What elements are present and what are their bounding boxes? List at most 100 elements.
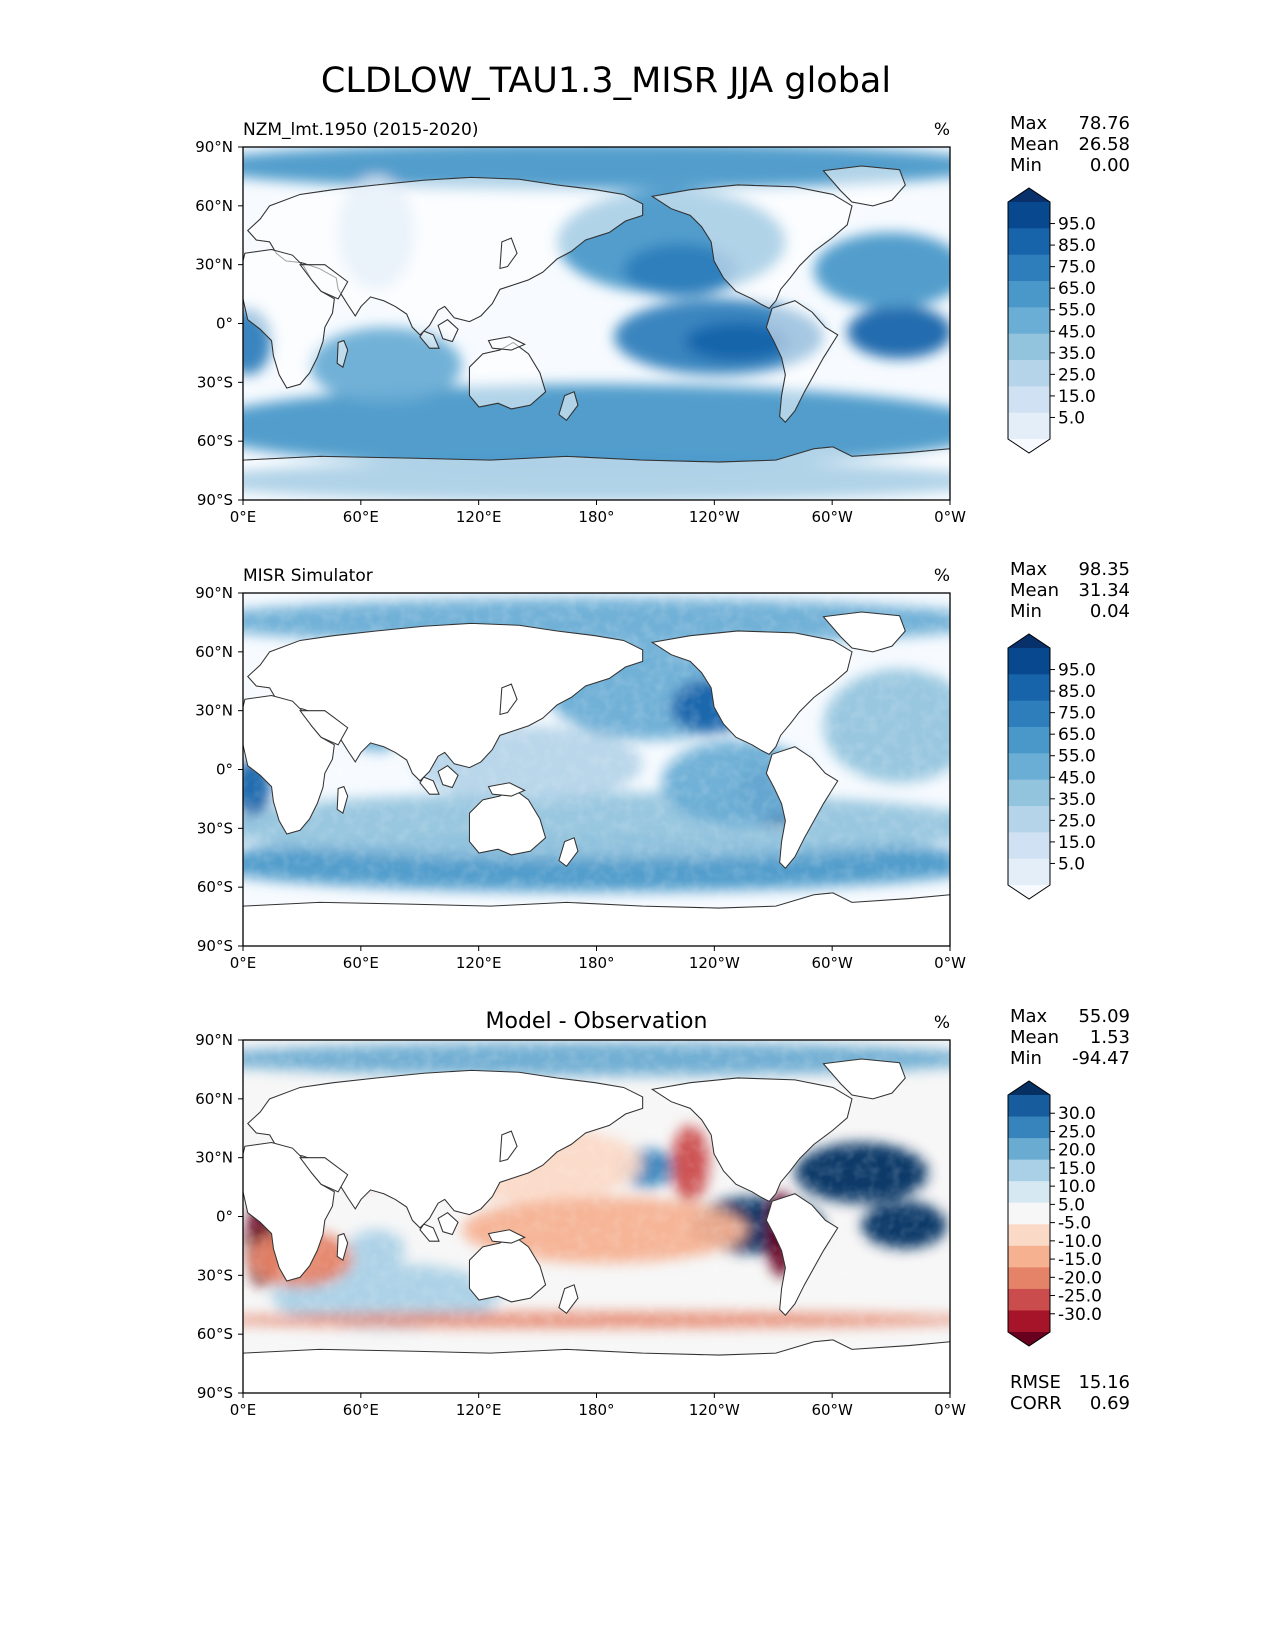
colorbar-tick-label: 35.0 xyxy=(1058,790,1096,810)
stat-value: 55.09 xyxy=(1078,1006,1130,1027)
lat-tick-label: 0° xyxy=(216,1208,233,1226)
lon-tick-label: 180° xyxy=(578,508,614,526)
colorbar-swatch xyxy=(1008,858,1050,886)
field-blob xyxy=(309,327,462,404)
panel-subtitle: NZM_lmt.1950 (2015-2020) xyxy=(243,120,478,140)
colorbar-tick-label: 15.0 xyxy=(1058,833,1096,853)
stat-label: Min xyxy=(1010,601,1042,622)
colorbar-tick-label: 95.0 xyxy=(1058,661,1096,681)
field-blob xyxy=(847,305,950,359)
figure-title: CLDLOW_TAU1.3_MISR JJA global xyxy=(321,61,891,101)
lat-tick-label: 0° xyxy=(216,315,233,333)
colorbar-swatch xyxy=(1008,281,1050,308)
colorbar-swatch xyxy=(1008,412,1050,440)
colorbar-swatch xyxy=(1008,1288,1050,1311)
lat-tick-label: 90°N xyxy=(195,584,233,602)
colorbar-tick-label: 65.0 xyxy=(1058,279,1096,299)
colorbar-tick-label: 45.0 xyxy=(1058,768,1096,788)
stat-value: 26.58 xyxy=(1078,134,1130,155)
colorbar-tick-label: 65.0 xyxy=(1058,725,1096,745)
lat-tick-label: 90°S xyxy=(197,1384,233,1402)
lat-tick-label: 30°S xyxy=(197,819,233,837)
colorbar-tick-label: 25.0 xyxy=(1058,811,1096,831)
stat-label: Max xyxy=(1010,113,1048,134)
colorbar-tick-label: 20.0 xyxy=(1058,1141,1096,1161)
colorbar-swatch xyxy=(1008,1181,1050,1204)
map-field-test xyxy=(243,147,950,500)
colorbar-tick-label: -20.0 xyxy=(1058,1268,1102,1288)
stat-value: -94.47 xyxy=(1072,1048,1130,1069)
lon-tick-label: 120°W xyxy=(689,1401,740,1419)
lon-tick-label: 60°E xyxy=(343,954,379,972)
colorbar-swatch xyxy=(1008,1267,1050,1290)
lat-tick-label: 0° xyxy=(216,761,233,779)
lon-tick-label: 0°W xyxy=(934,508,966,526)
lon-tick-label: 60°W xyxy=(811,508,853,526)
colorbar-swatch xyxy=(1008,1245,1050,1268)
panel-title: Model - Observation xyxy=(486,1009,708,1034)
field-blob xyxy=(243,384,950,470)
lat-tick-label: 60°N xyxy=(195,197,233,215)
stat-label: Mean xyxy=(1010,580,1059,601)
stat-value: 0.00 xyxy=(1090,155,1130,176)
colorbar-swatch xyxy=(1008,228,1050,256)
colorbar-swatch xyxy=(1008,753,1050,781)
lat-tick-label: 30°S xyxy=(197,1266,233,1284)
metric-label: CORR xyxy=(1010,1393,1062,1414)
lon-tick-label: 0°E xyxy=(230,1401,257,1419)
colorbar-tick-label: 5.0 xyxy=(1058,854,1085,874)
colorbar-tick-label: 85.0 xyxy=(1058,682,1096,702)
colorbar-swatch xyxy=(1008,1310,1050,1333)
colorbar-swatch xyxy=(1008,832,1050,860)
colorbar-tick-label: -15.0 xyxy=(1058,1250,1102,1270)
lon-tick-label: 60°W xyxy=(811,1401,853,1419)
lat-tick-label: 60°S xyxy=(197,432,233,450)
colorbar-swatch xyxy=(1008,1202,1050,1225)
lat-tick-label: 90°S xyxy=(197,491,233,509)
metric-value: 0.69 xyxy=(1090,1393,1130,1414)
colorbar-swatch xyxy=(1008,360,1050,387)
lon-tick-label: 0°W xyxy=(934,954,966,972)
lat-tick-label: 60°N xyxy=(195,643,233,661)
colorbar-test: 95.085.075.065.055.045.035.025.015.05.0 xyxy=(1007,187,1096,454)
colorbar-swatch xyxy=(1008,700,1050,728)
colorbar-tick-label: 55.0 xyxy=(1058,747,1096,767)
lat-tick-label: 30°S xyxy=(197,373,233,391)
colorbar-tick-label: -5.0 xyxy=(1058,1214,1091,1234)
lon-tick-label: 60°E xyxy=(343,508,379,526)
colorbar-swatch xyxy=(1008,307,1050,335)
colorbar-tick-label: -30.0 xyxy=(1058,1305,1102,1325)
lon-tick-label: 180° xyxy=(578,954,614,972)
field-blob xyxy=(243,147,950,190)
colorbar-tick-label: 45.0 xyxy=(1058,322,1096,342)
colorbar-tick-label: 15.0 xyxy=(1058,387,1096,407)
field-blob xyxy=(623,243,738,297)
lon-tick-label: 0°E xyxy=(230,954,257,972)
lat-tick-label: 30°N xyxy=(195,702,233,720)
colorbar-tick-label: 30.0 xyxy=(1058,1104,1096,1124)
colorbar-tick-label: 55.0 xyxy=(1058,301,1096,321)
colorbar-tick-label: 25.0 xyxy=(1058,365,1096,385)
panel-diff: 90°N 60°N 30°N 0° 30°S 60°S 90°S0°E 60°E 120°E 18… xyxy=(195,1006,1130,1419)
units-label: % xyxy=(934,566,950,586)
stat-value: 0.04 xyxy=(1090,601,1130,622)
lon-tick-label: 120°E xyxy=(456,508,502,526)
lat-tick-label: 30°N xyxy=(195,256,233,274)
panel-subtitle: MISR Simulator xyxy=(243,566,373,586)
stat-label: Mean xyxy=(1010,134,1059,155)
colorbar-swatch xyxy=(1008,254,1050,282)
lon-tick-label: 0°W xyxy=(934,1401,966,1419)
lat-tick-label: 60°S xyxy=(197,878,233,896)
lon-tick-label: 120°W xyxy=(689,508,740,526)
metric-value: 15.16 xyxy=(1078,1372,1130,1393)
colorbar-swatch xyxy=(1008,727,1050,754)
lon-tick-label: 120°E xyxy=(456,1401,502,1419)
colorbar-swatch xyxy=(1008,333,1050,361)
lat-tick-label: 30°N xyxy=(195,1149,233,1167)
colorbar-swatch xyxy=(1008,1095,1050,1118)
colorbar-tick-label: 5.0 xyxy=(1058,408,1085,428)
stat-label: Max xyxy=(1010,1006,1048,1027)
lat-tick-label: 90°S xyxy=(197,937,233,955)
panel-reference: 90°N 60°N 30°N 0° 30°S 60°S 90°S0°E 60°E 120°E 18… xyxy=(195,559,1130,972)
